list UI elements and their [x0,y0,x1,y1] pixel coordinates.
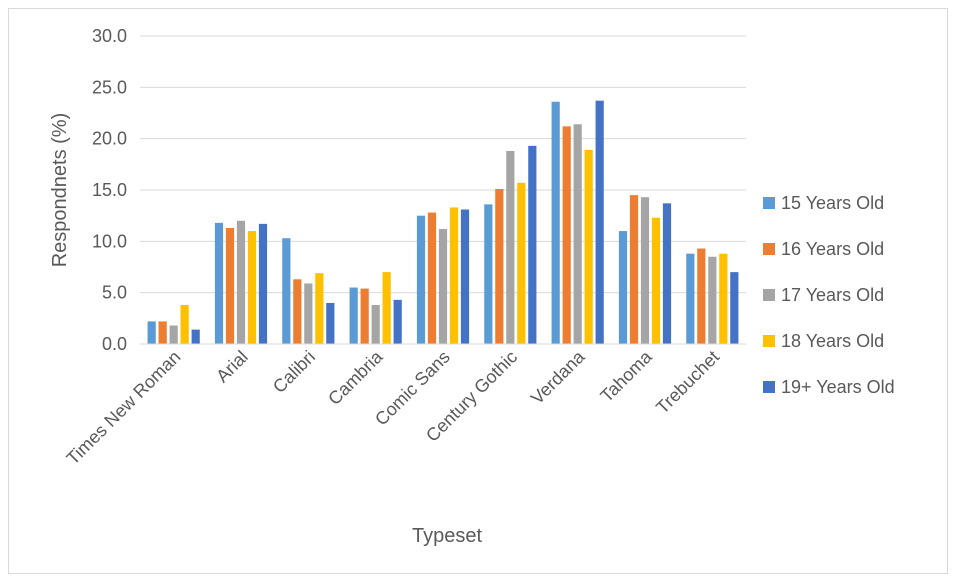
bar [629,195,639,344]
bar [416,215,426,344]
y-tick-label: 20.0 [92,129,127,149]
bar [158,321,167,344]
legend-item: 18 Years Old [763,331,884,351]
bar [236,220,246,344]
bar [258,223,268,344]
bar [214,222,224,344]
legend-item: 15 Years Old [763,193,884,213]
bar [562,126,571,344]
bar [506,150,515,344]
y-tick-label: 25.0 [92,77,127,97]
y-tick-label: 0.0 [102,334,127,354]
bar [438,229,448,344]
y-axis-title: Respondnets (%) [49,113,71,268]
legend-swatch [763,197,775,209]
bar [528,145,537,344]
bar [662,203,672,344]
legend-label: 19+ Years Old [781,377,895,397]
bar [304,283,313,344]
x-tick-label: Tahoma [596,346,656,406]
legend-label: 17 Years Old [781,285,884,305]
legend-item: 17 Years Old [763,285,884,305]
bar [427,212,437,344]
bars [147,100,739,345]
x-tick-label: Trebuchet [652,347,723,418]
x-tick-label: Cambria [324,346,387,409]
legend-swatch [763,335,775,347]
bar [169,325,178,344]
x-tick-label: Verdana [527,346,589,408]
bar [315,273,324,344]
bar [517,182,526,344]
y-axis-ticks: 0.0 5.0 10.0 15.0 20.0 25.0 30.0 [92,26,127,354]
bar [449,207,459,344]
x-axis-ticks: Times New Roman Arial Calibri CambriaComic … [63,346,724,469]
bar [495,188,504,344]
x-tick-label: Calibri [269,347,319,397]
y-tick-label: 5.0 [102,283,127,303]
bar [719,253,728,344]
legend-item: 16 Years Old [763,239,884,259]
bar [460,209,470,344]
legend-label: 15 Years Old [781,193,884,213]
legend-swatch [763,381,775,393]
bar [360,288,369,344]
chart-frame [8,8,948,574]
bar [349,287,358,344]
legend-label: 16 Years Old [781,239,884,259]
bar [191,329,200,344]
bar [573,124,582,344]
bar [697,248,706,344]
bar [686,253,695,344]
bar [584,149,593,344]
x-tick-label: Arial [212,347,252,387]
bar [225,227,235,344]
bar [618,231,628,344]
bar [382,272,391,344]
legend-label: 18 Years Old [781,331,884,351]
legend-swatch [763,289,775,301]
bar [730,272,739,344]
bar [293,279,302,344]
bar [484,204,493,344]
y-tick-label: 30.0 [92,26,127,46]
bar [640,197,650,344]
x-tick-label: Times New Roman [63,347,185,469]
bar [371,304,380,344]
bar [393,299,402,344]
legend-item: 19+ Years Old [763,377,895,397]
bar [708,256,717,344]
y-tick-label: 10.0 [92,231,127,251]
bar [651,217,661,344]
bar [551,101,560,344]
bar [595,100,604,345]
x-axis-title: Typeset [412,525,482,547]
bar [247,231,257,344]
bar [282,238,291,344]
y-tick-label: 15.0 [92,180,127,200]
bar [180,304,189,344]
bar [326,302,335,344]
legend-swatch [763,243,775,255]
bar [147,321,156,344]
legend: 15 Years Old 16 Years Old 17 Years Old 18 Y… [763,193,895,397]
